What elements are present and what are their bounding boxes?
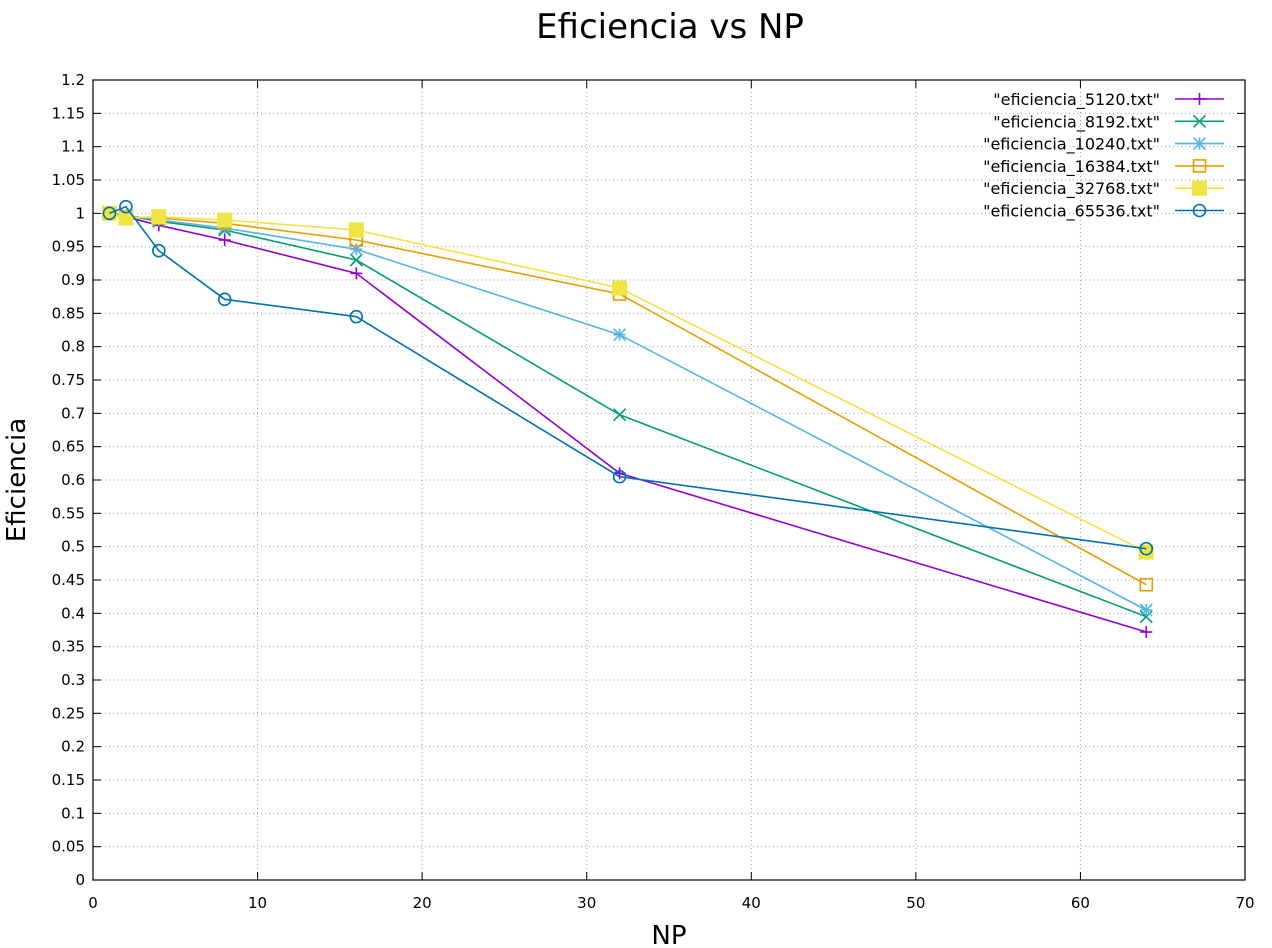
data-point [218,234,231,246]
y-axis-label: Eficiencia [2,418,32,542]
y-tick-label: 0.45 [52,571,85,589]
legend-entry: "eficiencia_32768.txt" [983,179,1224,199]
series-line [109,212,1147,611]
data-point [349,242,363,256]
y-tick-label: 1.1 [61,138,85,156]
y-tick-label: 0.75 [52,371,85,389]
x-tick-label: 0 [88,894,98,912]
y-tick-label: 0.85 [52,304,85,322]
series-group [101,199,1154,638]
x-tick-label: 70 [1235,894,1254,912]
y-tick-label: 0.15 [52,771,85,789]
series-1 [103,207,1153,638]
legend-label: "eficiencia_32768.txt" [983,179,1160,199]
y-tick-label: 0.95 [52,238,85,256]
x-axis-label: NP [651,921,686,948]
y-tick-label: 0.5 [61,538,85,556]
series-6 [102,199,1154,556]
y-tick-label: 1.15 [52,104,85,122]
data-point [1140,626,1153,638]
data-point [1139,610,1153,624]
legend-entry: "eficiencia_10240.txt" [983,135,1224,155]
y-tick-label: 0.9 [61,271,85,289]
data-point [119,199,133,214]
legend-label: "eficiencia_10240.txt" [983,135,1160,155]
x-tick-label: 10 [248,894,267,912]
y-tick-label: 1.2 [61,71,85,89]
legend-entry: "eficiencia_8192.txt" [993,112,1224,132]
data-point [217,212,233,228]
x-tick-label: 60 [1071,894,1090,912]
series-3 [102,206,1153,617]
data-point [612,469,627,484]
legend-marker [1192,137,1207,151]
x-tick-label: 50 [906,894,925,912]
series-line [109,212,1147,553]
x-tick-label: 30 [577,894,596,912]
data-point [1139,541,1154,556]
legend-marker [1193,93,1206,105]
legend-label: "eficiencia_8192.txt" [993,112,1160,132]
data-point [349,309,364,324]
legend-marker [1192,203,1207,218]
y-tick-label: 0.65 [52,438,85,456]
legend-marker [1192,159,1207,173]
series-line [109,212,1147,633]
grid [93,80,1245,880]
legend-entry: "eficiencia_65536.txt" [983,202,1224,222]
series-4 [102,206,1154,592]
data-point [152,243,166,258]
y-tick-label: 0.1 [61,804,85,822]
series-line [109,205,1147,550]
data-point [101,205,117,221]
data-point [1139,577,1154,592]
data-point [118,210,134,226]
legend: "eficiencia_5120.txt""eficiencia_8192.tx… [983,90,1224,222]
data-point [349,253,363,267]
data-point [613,408,627,422]
data-point [1139,603,1153,617]
series-line [109,212,1147,618]
y-tick-label: 0.4 [61,604,85,622]
y-tick-label: 0.8 [61,338,85,356]
legend-marker [1192,114,1207,128]
legend-label: "eficiencia_5120.txt" [993,90,1160,110]
y-tick-label: 1 [75,204,85,222]
y-tick-label: 0.7 [61,404,85,422]
y-tick-label: 0.6 [61,471,85,489]
data-point [612,280,628,296]
y-tick-label: 0 [75,871,85,889]
x-tick-label: 40 [742,894,761,912]
axis-ticks: 0 10 20 30 40 50 60 70 0 0.05 0.1 0.15 0.2 0.25 0.3 0.3… [52,71,1255,912]
data-point [102,206,117,221]
data-point [613,328,627,342]
legend-label: "eficiencia_16384.txt" [983,157,1160,177]
y-tick-label: 0.05 [52,838,85,856]
legend-marker [1192,180,1207,196]
y-tick-label: 0.35 [52,638,85,656]
x-tick-label: 20 [413,894,432,912]
series-5 [101,205,1154,560]
y-tick-label: 0.3 [61,671,85,689]
legend-entry: "eficiencia_16384.txt" [983,157,1224,177]
legend-label: "eficiencia_65536.txt" [983,202,1160,222]
legend-entry: "eficiencia_5120.txt" [993,90,1224,110]
data-point [350,267,363,280]
y-tick-label: 0.55 [52,504,85,522]
data-point [348,222,364,238]
y-tick-label: 0.2 [61,738,85,756]
data-point [217,292,232,307]
data-point [151,209,167,225]
y-tick-label: 1.05 [52,171,85,189]
series-2 [102,206,1153,624]
chart-title: Eficiencia vs NP [536,7,804,47]
y-tick-label: 0.25 [52,704,85,722]
